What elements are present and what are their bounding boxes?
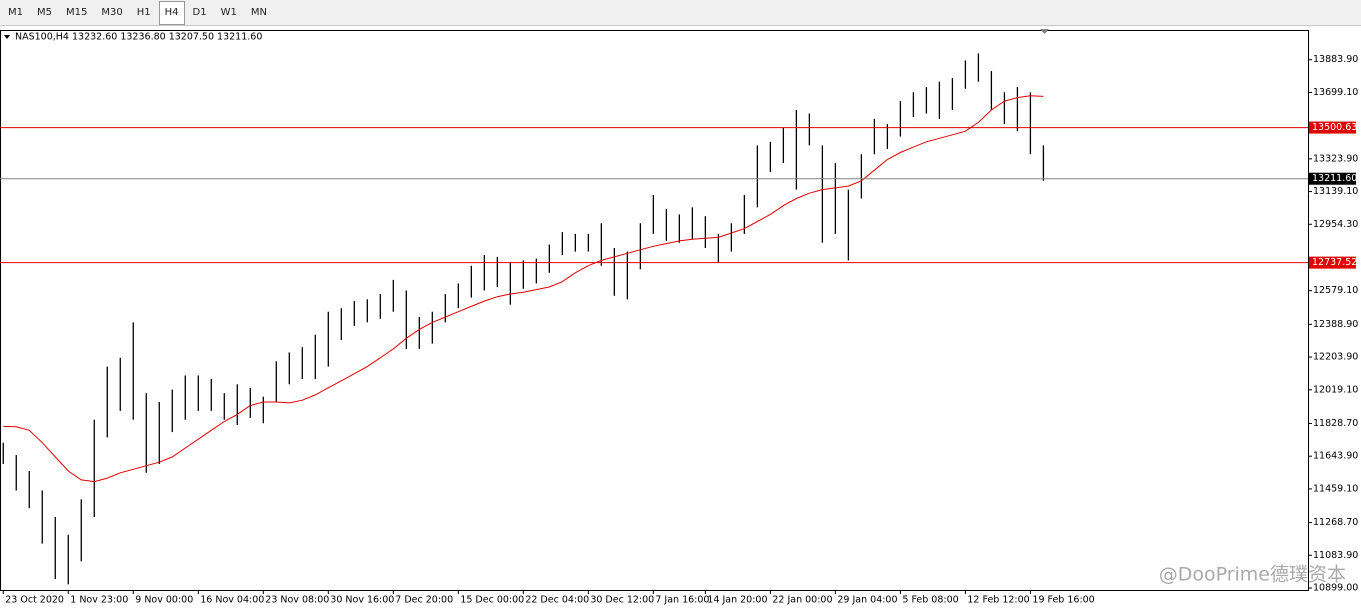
x-tick-label: 15 Dec 00:00	[460, 595, 524, 606]
x-tick-label: 7 Dec 20:00	[395, 595, 453, 606]
header-arrow	[4, 35, 10, 39]
y-tick-label: 12579.10	[1313, 285, 1358, 296]
y-tick-label: 13699.10	[1313, 87, 1358, 98]
shift-marker	[1040, 29, 1049, 34]
y-tick-label: 11828.70	[1313, 418, 1358, 429]
timeframe-button[interactable]: M30	[101, 6, 123, 18]
timeframe-button[interactable]: H4	[158, 0, 185, 25]
moving-average	[3, 95, 1044, 483]
timeframe-button[interactable]: M15	[66, 6, 88, 18]
x-tick-label: 5 Feb 08:00	[902, 595, 958, 606]
chart-header: NAS100,H4 13232.60 13236.80 13207.50 132…	[15, 32, 262, 43]
timeframe-button[interactable]: MN	[250, 6, 267, 18]
y-tick-label: 11268.70	[1313, 517, 1358, 528]
plot-frame	[0, 30, 1309, 591]
x-tick-label: 30 Nov 16:00	[330, 595, 394, 606]
timeframe-button[interactable]: D1	[192, 6, 207, 18]
level-box	[1309, 172, 1356, 185]
x-tick-label: 19 Feb 16:00	[1032, 595, 1094, 606]
y-tick-label: 11083.90	[1313, 550, 1358, 561]
x-tick-label: 12 Feb 12:00	[967, 595, 1029, 606]
chart: NAS100,H4 13232.60 13236.80 13207.50 132…	[0, 29, 1358, 606]
x-tick-label: 30 Dec 12:00	[590, 595, 654, 606]
x-tick-label: 14 Jan 20:00	[707, 595, 767, 606]
timeframe-toolbar: M1 M5 M15 M30 H1 H4 D1 W1 MN	[0, 0, 1361, 26]
y-tick-label: 12019.10	[1313, 384, 1358, 395]
timeframe-button[interactable]: M5	[37, 6, 52, 18]
y-tick-label: 13139.10	[1313, 186, 1358, 197]
timeframe-button[interactable]: H1	[136, 6, 151, 18]
watermark: @DooPrime德璞资本	[1159, 564, 1346, 586]
x-tick-label: 1 Nov 23:00	[70, 595, 128, 606]
level-label: 13211.60	[1312, 173, 1357, 184]
x-tick-label: 7 Jan 16:00	[655, 595, 709, 606]
x-tick-label: 9 Nov 00:00	[135, 595, 193, 606]
y-tick-label: 13323.90	[1313, 153, 1358, 164]
level-label: 13500.63	[1312, 122, 1357, 133]
y-tick-label: 11459.10	[1313, 483, 1358, 494]
y-tick-label: 13883.90	[1313, 54, 1358, 65]
x-tick-label: 23 Oct 2020	[5, 595, 64, 606]
y-tick-label: 12954.30	[1313, 219, 1358, 230]
x-tick-label: 22 Jan 00:00	[772, 595, 832, 606]
x-tick-label: 22 Dec 04:00	[525, 595, 589, 606]
level-label: 12737.52	[1312, 257, 1357, 268]
y-tick-label: 12388.90	[1313, 319, 1358, 330]
timeframe-button[interactable]: M1	[8, 6, 23, 18]
level-box	[1309, 256, 1356, 269]
y-tick-label: 12203.90	[1313, 352, 1358, 363]
y-tick-label: 11643.90	[1313, 451, 1358, 462]
level-box	[1309, 121, 1356, 134]
x-tick-label: 23 Nov 08:00	[265, 595, 329, 606]
x-tick-label: 16 Nov 04:00	[200, 595, 264, 606]
y-tick-label: 10899.00	[1313, 583, 1358, 594]
timeframe-button[interactable]: W1	[220, 6, 237, 18]
x-tick-label: 29 Jan 04:00	[837, 595, 897, 606]
